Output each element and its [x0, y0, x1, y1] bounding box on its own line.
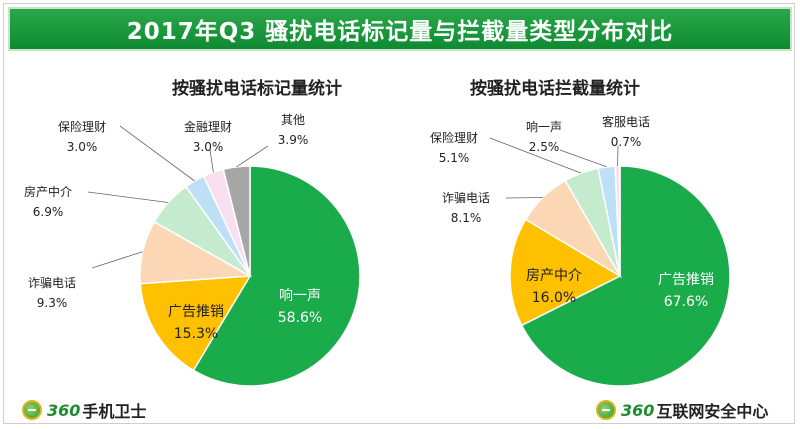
footer-logo-right: 360 互联网安全中心 [596, 398, 768, 422]
footer-logo-left: 360 手机卫士 [22, 398, 146, 422]
slice-value: 6.9% [33, 205, 64, 219]
pie-slice-7 [222, 165, 251, 277]
slice-value: 67.6% [664, 294, 708, 310]
logo-number: 360 [621, 400, 655, 420]
logo-text: 手机卫士 [82, 402, 147, 421]
shield-logo-icon [596, 400, 616, 420]
pie-slice-1 [520, 165, 731, 387]
pie-slice-6 [614, 165, 621, 277]
slice-label: 房产中介 [24, 184, 72, 199]
leader-line [236, 145, 269, 168]
slice-label: 诈骗电话 [28, 275, 76, 290]
slice-value: 3.9% [278, 133, 309, 147]
slice-label: 响一声 [526, 119, 562, 134]
slice-value: 2.5% [529, 140, 560, 154]
pie-slice-2 [509, 218, 622, 327]
slice-label: 广告推销 [168, 304, 224, 320]
slice-label: 诈骗电话 [442, 190, 490, 205]
leader-line [209, 149, 214, 173]
right-chart-title: 按骚扰电话拦截量统计 [470, 79, 640, 99]
leader-line [87, 191, 169, 203]
pie-chart-1: 响一声 58.6% 广告推销 15.3% 诈骗电话 9.3% 房产中介 6.9% 保险理财 3.0… [24, 113, 361, 387]
slice-label: 其他 [281, 113, 305, 127]
slice-value: 0.7% [611, 135, 642, 149]
left-chart-title: 按骚扰电话标记量统计 [172, 79, 342, 99]
shield-logo-icon [22, 400, 42, 420]
pie-chart-2: 广告推销 67.6% 房产中介 16.0% 诈骗电话 8.1% 保险理财 5.1% 响一声 2.5… [430, 114, 731, 387]
page-title: 2017年Q3 骚扰电话标记量与拦截量类型分布对比 [8, 7, 792, 51]
slice-value: 3.0% [67, 140, 98, 154]
slice-label: 响一声 [279, 288, 321, 304]
slice-value: 15.3% [174, 326, 218, 342]
leader-line [489, 137, 582, 174]
slice-value: 5.1% [439, 151, 470, 165]
pie-slice-1 [192, 165, 361, 387]
page-title-text: 2017年Q3 骚扰电话标记量与拦截量类型分布对比 [126, 19, 674, 45]
leader-line [119, 125, 195, 182]
slice-label: 房产中介 [526, 268, 582, 284]
leader-line [505, 197, 544, 199]
slice-value: 3.0% [193, 140, 224, 154]
slice-label: 广告推销 [658, 272, 714, 288]
slice-value: 16.0% [532, 290, 576, 306]
pie-slice-2 [139, 275, 252, 372]
slice-value: 9.3% [37, 296, 68, 310]
chart-frame [3, 3, 795, 424]
slice-label: 保险理财 [430, 130, 478, 145]
slice-value: 58.6% [278, 310, 322, 326]
slice-label: 客服电话 [602, 114, 650, 129]
slice-value: 8.1% [451, 211, 482, 225]
slice-label: 金融理财 [184, 119, 232, 134]
leader-line [91, 251, 143, 269]
logo-number: 360 [47, 400, 81, 420]
logo-text: 互联网安全中心 [656, 402, 769, 421]
slice-label: 保险理财 [58, 119, 106, 134]
leader-line [559, 149, 607, 168]
